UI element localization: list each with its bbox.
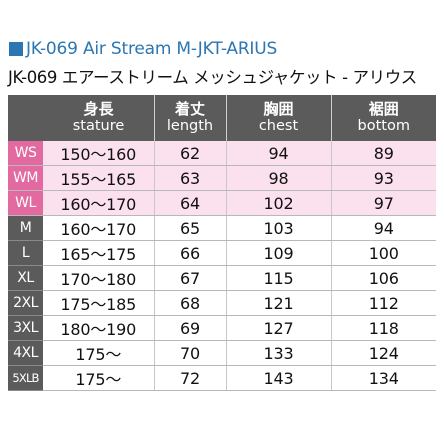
chest-cell: 115	[226, 265, 332, 291]
length-cell: 67	[154, 265, 227, 291]
length-cell: 63	[154, 165, 227, 191]
stature-cell: 155〜165	[43, 165, 155, 191]
size-table: 身長 stature 着丈 length 胸囲 chest 裾囲 bottom …	[8, 95, 436, 391]
header-stature-jp: 身長	[83, 100, 114, 118]
header-row: 身長 stature 着丈 length 胸囲 chest 裾囲 bottom	[8, 95, 436, 141]
stature-cell: 175〜185	[43, 290, 155, 316]
stature-cell: 165〜175	[43, 240, 155, 266]
length-cell: 62	[154, 141, 227, 166]
stature-cell: 175〜	[43, 340, 155, 366]
bottom-cell: 89	[331, 141, 436, 166]
header-length-en: length	[166, 118, 214, 134]
table-row: 2XL 175〜185 68 121 112	[8, 290, 436, 316]
table-row: 4XL 175〜 70 133 124	[8, 340, 436, 366]
stature-cell: 160〜170	[43, 190, 155, 216]
bottom-cell: 97	[331, 190, 436, 216]
stature-cell: 170〜180	[43, 265, 155, 291]
bottom-cell: 106	[331, 265, 436, 291]
header-bottom-jp: 裾囲	[368, 100, 399, 118]
length-cell: 69	[154, 315, 227, 341]
length-cell: 65	[154, 215, 227, 241]
square-bullet-icon	[9, 42, 23, 56]
bottom-cell: 93	[331, 165, 436, 191]
chest-cell: 133	[226, 340, 332, 366]
length-cell: 70	[154, 340, 227, 366]
size-label: WM	[8, 165, 43, 191]
table-row: 5XLB 175〜 72 143 134	[8, 365, 436, 391]
size-label: 2XL	[8, 290, 43, 316]
size-label: L	[8, 240, 43, 266]
header-stature: 身長 stature	[43, 95, 155, 141]
bottom-cell: 112	[331, 290, 436, 316]
size-label: WL	[8, 190, 43, 216]
header-length-jp: 着丈	[174, 100, 205, 118]
chest-cell: 127	[226, 315, 332, 341]
table-row: XL 170〜180 67 115 106	[8, 265, 436, 291]
header-size	[8, 95, 44, 141]
chest-cell: 94	[226, 141, 332, 166]
table-row: L 165〜175 66 109 100	[8, 240, 436, 266]
header-length: 着丈 length	[154, 95, 227, 141]
title-japanese: JK-069 エアーストリーム メッシュジャケット - アリウス	[8, 68, 417, 87]
title-english: JK-069 Air Stream M-JKT-ARIUS	[9, 38, 277, 60]
chest-cell: 103	[226, 215, 332, 241]
length-cell: 64	[154, 190, 227, 216]
length-cell: 72	[154, 365, 227, 391]
table-row: WM 155〜165 63 98 93	[8, 165, 436, 191]
header-chest-jp: 胸囲	[263, 100, 294, 118]
bottom-cell: 118	[331, 315, 436, 341]
table-row: 3XL 180〜190 69 127 118	[8, 315, 436, 341]
bottom-cell: 94	[331, 215, 436, 241]
size-label: M	[8, 215, 43, 241]
size-label: 5XLB	[8, 365, 43, 391]
bottom-cell: 100	[331, 240, 436, 266]
table-row: WL 160〜170 64 102 97	[8, 190, 436, 216]
chest-cell: 121	[226, 290, 332, 316]
title-english-text: JK-069 Air Stream M-JKT-ARIUS	[26, 39, 278, 59]
header-bottom: 裾囲 bottom	[331, 95, 436, 141]
size-table-header: 身長 stature 着丈 length 胸囲 chest 裾囲 bottom	[8, 95, 436, 141]
table-row: M 160〜170 65 103 94	[8, 215, 436, 241]
header-bottom-en: bottom	[357, 118, 410, 134]
header-stature-en: stature	[72, 118, 125, 134]
bottom-cell: 134	[331, 365, 436, 391]
stature-cell: 175〜	[43, 365, 155, 391]
size-label: WS	[8, 141, 43, 166]
size-label: XL	[8, 265, 43, 291]
size-label: 3XL	[8, 315, 43, 341]
size-label: 4XL	[8, 340, 43, 366]
bottom-cell: 124	[331, 340, 436, 366]
chest-cell: 143	[226, 365, 332, 391]
length-cell: 66	[154, 240, 227, 266]
chest-cell: 109	[226, 240, 332, 266]
table-row: WS 150〜160 62 94 89	[8, 141, 436, 166]
header-chest-en: chest	[258, 118, 299, 134]
chest-cell: 102	[226, 190, 332, 216]
header-chest: 胸囲 chest	[226, 95, 332, 141]
size-table-body: WS 150〜160 62 94 89 WM 155〜165 63 98 93 …	[8, 141, 436, 391]
stature-cell: 160〜170	[43, 215, 155, 241]
length-cell: 68	[154, 290, 227, 316]
chest-cell: 98	[226, 165, 332, 191]
stature-cell: 150〜160	[43, 141, 155, 166]
stature-cell: 180〜190	[43, 315, 155, 341]
